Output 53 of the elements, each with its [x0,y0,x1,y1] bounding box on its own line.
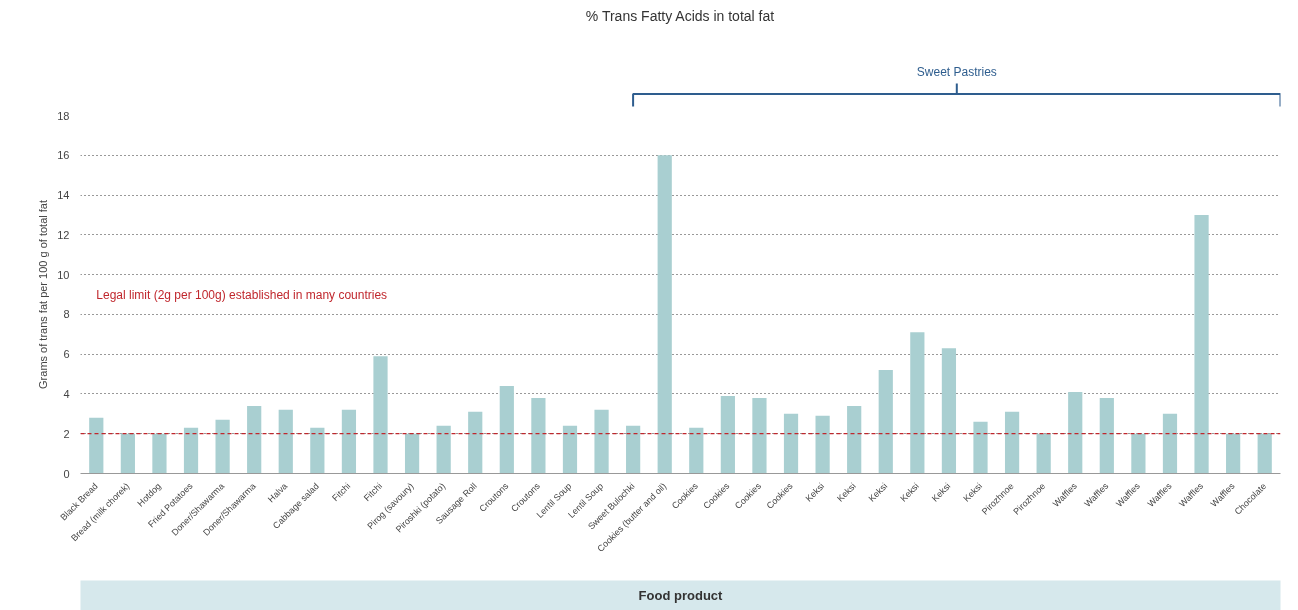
y-tick-label: 4 [63,387,70,400]
bar [1131,433,1146,474]
bar [847,405,862,474]
ref-line-label: Legal limit (2g per 100g) established in many countries [96,287,388,302]
y-tick-label: 6 [63,348,70,361]
y-tick-label: 16 [57,149,70,162]
bar [1226,433,1241,474]
bar [1194,214,1209,474]
bar [973,421,988,474]
bar [152,433,167,474]
y-tick-label: 10 [57,268,70,281]
bar [1099,397,1114,474]
bar [531,397,546,474]
bar [183,427,199,474]
bar [878,370,893,474]
y-tick-label: 12 [57,228,70,241]
bar [720,395,735,474]
bar [373,356,388,474]
bar [310,427,325,474]
bar [247,405,262,474]
y-tick-label: 0 [63,467,70,480]
bar [1004,411,1020,474]
y-tick-label: 14 [57,189,70,202]
bar [341,409,357,474]
bar [1068,391,1083,474]
bar [468,411,483,474]
bar [594,409,609,474]
y-axis-title: Grams of trans fat per 100 g of total fat [37,200,50,389]
bar [941,348,957,474]
bar [436,425,451,474]
bar [783,413,799,474]
bar [752,397,767,474]
y-tick-label: 2 [63,427,70,440]
bar [404,433,420,474]
y-tick-label: 8 [63,308,70,321]
text: Sweet Pastries [916,65,997,80]
y-tick-label: 18 [57,109,70,122]
bar [562,425,578,474]
bar [626,425,641,474]
bar [1162,413,1178,474]
bar [815,415,830,474]
bar [689,427,704,474]
bar [657,155,672,474]
bar [910,332,925,474]
bar [499,385,514,474]
bar [278,409,293,474]
bar [89,417,104,474]
bar [1036,433,1051,474]
chart-title: % Trans Fatty Acids in total fat [585,7,775,24]
x-axis-title: Food product [638,588,724,603]
bar [1257,433,1272,474]
bar [215,419,230,474]
bar [120,433,135,474]
